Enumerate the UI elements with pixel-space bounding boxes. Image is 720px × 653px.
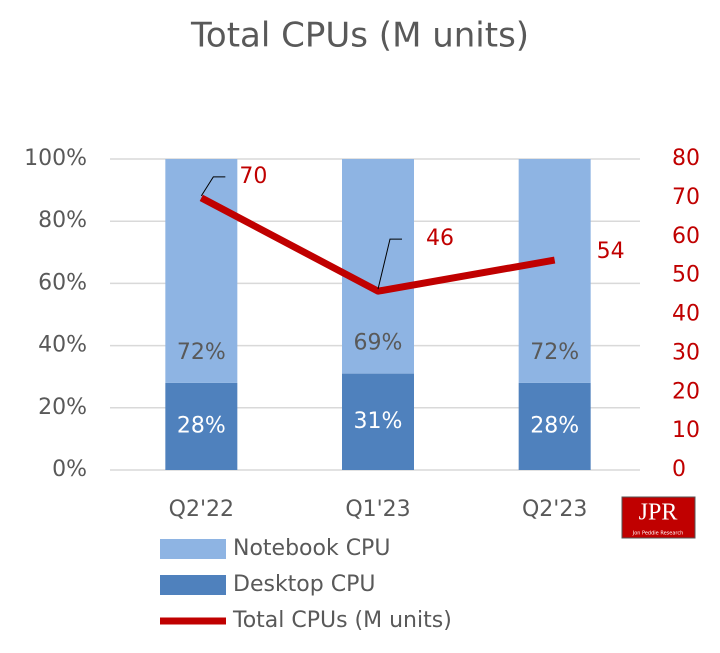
legend-label: Desktop CPU <box>233 572 375 597</box>
y2-tick-label: 40 <box>672 302 700 327</box>
bar-segment <box>342 373 414 470</box>
y-tick-label: 100% <box>24 146 87 171</box>
y2-tick-label: 80 <box>672 146 700 171</box>
line-value-label: 54 <box>597 239 625 264</box>
bar-segment <box>165 382 238 470</box>
line-value-label: 70 <box>239 164 267 189</box>
y2-tick-label: 70 <box>672 185 700 210</box>
y-tick-label: 0% <box>52 457 87 482</box>
bar-segment <box>165 159 238 383</box>
logo-subtext: Jon Peddie Research <box>632 531 684 537</box>
bar-value-label: 72% <box>530 340 579 365</box>
logo-box <box>621 496 696 539</box>
y2-tick-label: 20 <box>672 379 700 404</box>
legend-swatch <box>160 539 226 559</box>
bar-value-label: 28% <box>177 413 226 438</box>
y-tick-label: 20% <box>38 395 87 420</box>
x-tick-label: Q2'22 <box>169 497 234 522</box>
bar-value-label: 72% <box>177 340 226 365</box>
bar-segment <box>518 159 591 383</box>
logo: JPR Jon Peddie Research <box>621 496 696 539</box>
y2-tick-label: 10 <box>672 418 700 443</box>
bar-value-label: 31% <box>354 409 403 434</box>
legend-label: Notebook CPU <box>233 536 390 561</box>
bar-segment <box>518 382 591 470</box>
y-tick-label: 80% <box>38 208 87 233</box>
line-value-label: 46 <box>426 226 454 251</box>
bar-value-label: 28% <box>530 413 579 438</box>
legend-swatch <box>160 575 226 595</box>
legend-label: Total CPUs (M units) <box>232 608 452 633</box>
y-tick-label: 60% <box>38 270 87 295</box>
y2-tick-label: 50 <box>672 263 700 288</box>
x-tick-label: Q1'23 <box>345 497 410 522</box>
bar-segment <box>342 159 414 374</box>
logo-text: JPR <box>639 500 678 526</box>
leader-line <box>200 176 226 197</box>
line <box>199 194 556 295</box>
x-tick-label: Q2'23 <box>522 497 587 522</box>
y2-tick-label: 60 <box>672 224 700 249</box>
chart-title: Total CPUs (M units) <box>190 16 529 56</box>
y2-tick-label: 0 <box>672 457 686 482</box>
y2-tick-label: 30 <box>672 340 700 365</box>
y-tick-label: 40% <box>38 333 87 358</box>
leader-line <box>377 238 402 290</box>
bar-value-label: 69% <box>354 331 403 356</box>
